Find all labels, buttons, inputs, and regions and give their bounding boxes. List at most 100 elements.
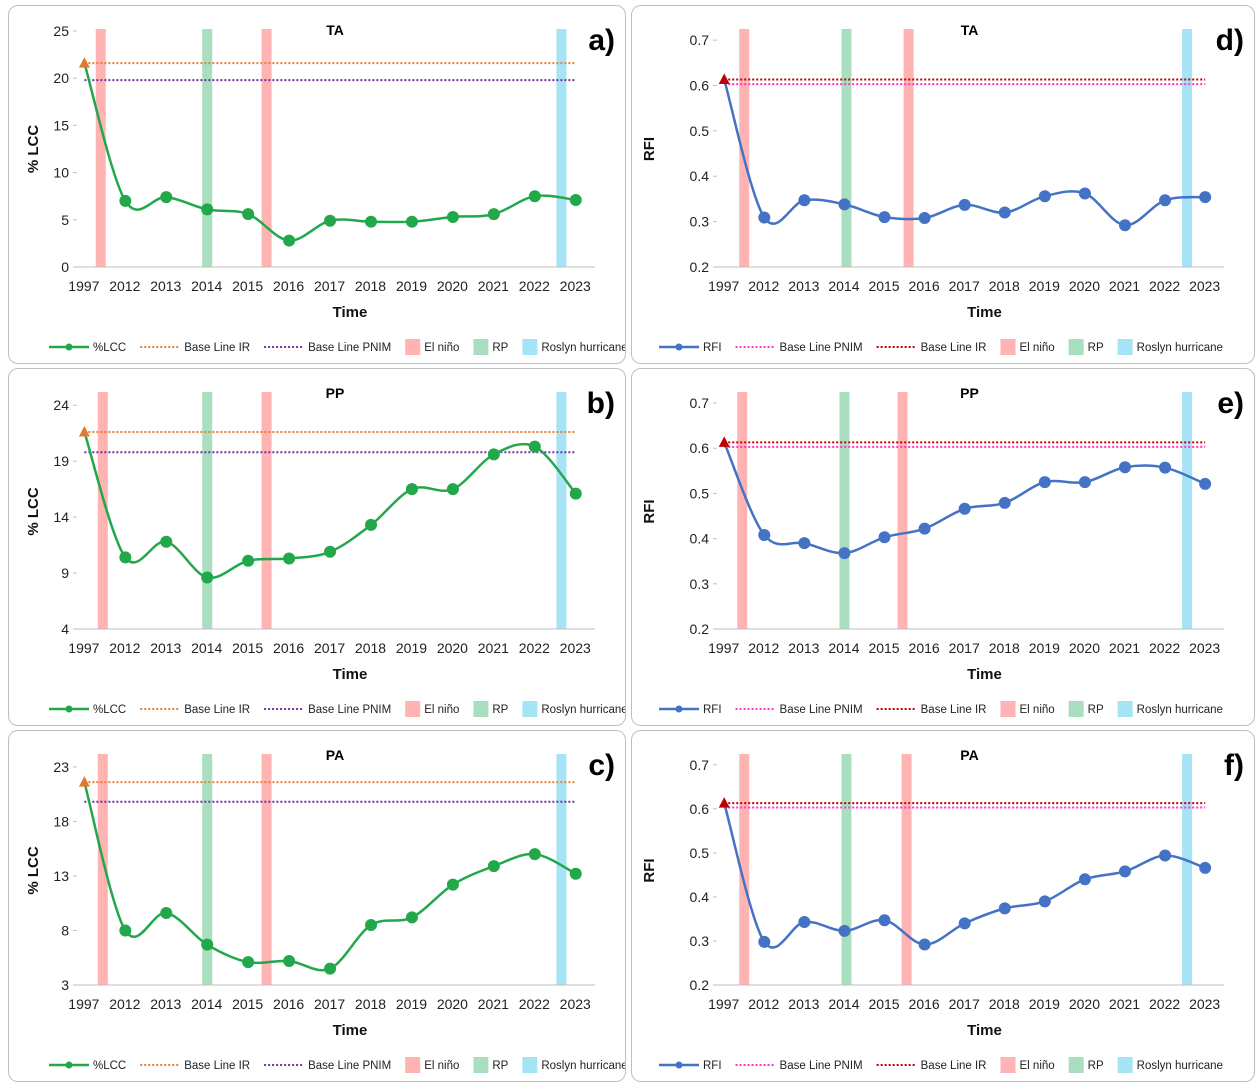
- data-point: [918, 211, 931, 224]
- data-point: [119, 194, 132, 207]
- chart-title: PA: [326, 747, 344, 763]
- x-axis-title: Time: [967, 304, 1002, 321]
- x-tick-label: 2021: [478, 278, 509, 294]
- x-tick-label: 2017: [314, 640, 345, 656]
- data-point: [283, 552, 296, 565]
- data-point: [1199, 861, 1212, 874]
- legend-label-el-nino: El niño: [424, 342, 459, 354]
- legend-label-lcc: %LCC: [93, 704, 126, 716]
- chart-title: PA: [960, 747, 978, 763]
- x-tick-label: 2012: [748, 640, 779, 656]
- x-tick-label: 2013: [788, 996, 819, 1012]
- data-point: [878, 531, 891, 544]
- x-tick-label: 2016: [909, 996, 940, 1012]
- x-tick-label: 2013: [788, 278, 819, 294]
- legend-swatch-rp: [473, 1057, 489, 1073]
- legend-label-el-nino: El niño: [1020, 342, 1055, 354]
- x-tick-label: 2021: [1109, 640, 1140, 656]
- chart-svg-d: 0.2 0.3 0.4 0.5 0.6 0.7 1997 2012 2013 2014 2015 20…: [641, 22, 1244, 355]
- series-line: [83, 781, 577, 972]
- data-point: [878, 211, 891, 224]
- band-el-nino: [903, 29, 914, 267]
- x-tick-label: 2018: [989, 996, 1020, 1012]
- band-rp: [202, 392, 213, 629]
- legend-label-rp: RP: [1088, 704, 1104, 716]
- x-tick-label: 2019: [396, 640, 427, 656]
- chart-svg-b: 4 9 14 19 24 1997 2012 2013 2014 2015 2016 2017 2018…: [25, 385, 625, 717]
- x-axis-title: Time: [967, 666, 1002, 683]
- data-point: [283, 955, 296, 968]
- band-rp: [202, 754, 213, 985]
- panel-label: e): [1217, 387, 1244, 420]
- data-point: [958, 502, 971, 515]
- legend-swatch-el-nino: [1000, 701, 1016, 717]
- series-line: [723, 441, 1206, 555]
- data-point: [365, 215, 378, 228]
- y-tick-label: 0: [61, 259, 69, 275]
- data-point: [1159, 194, 1172, 207]
- data-point: [918, 938, 931, 951]
- x-tick-label: 2019: [396, 996, 427, 1012]
- x-axis-title: Time: [967, 1022, 1002, 1039]
- data-point: [1119, 865, 1132, 878]
- legend-marker-lcc: [65, 1061, 73, 1069]
- x-tick-label: 2023: [560, 278, 591, 294]
- legend-label-baseline-ir: Base Line IR: [921, 704, 987, 716]
- y-tick-label: 0.6: [690, 801, 710, 817]
- x-tick-label: 2015: [868, 996, 899, 1012]
- x-tick-label: 2018: [355, 996, 386, 1012]
- y-tick-label: 0.6: [690, 77, 710, 93]
- legend-marker-rfi: [675, 705, 683, 713]
- data-point: [798, 916, 811, 929]
- chart-title: TA: [326, 22, 344, 38]
- chart-svg-c: 3 8 13 18 23 1997 2012 2013 2014 2015 2016 2017 2018…: [25, 747, 625, 1073]
- legend-label-baseline-pnim: Base Line PNIM: [308, 704, 391, 716]
- baseline-point-marker: [718, 73, 730, 85]
- legend-label-roslyn: Roslyn hurricane: [541, 1060, 625, 1072]
- legend-swatch-roslyn: [1117, 701, 1133, 717]
- baseline-point-marker: [718, 797, 730, 808]
- legend-label-rp: RP: [492, 1060, 508, 1072]
- data-point: [1078, 476, 1091, 489]
- x-tick-label: 2012: [109, 996, 140, 1012]
- y-tick-label: 20: [53, 70, 69, 86]
- x-tick-label: 2021: [478, 640, 509, 656]
- y-tick-label: 0.5: [690, 485, 710, 501]
- legend-label-el-nino: El niño: [1020, 704, 1055, 716]
- baseline-point-marker: [78, 776, 90, 787]
- data-point: [918, 522, 931, 535]
- data-point: [1119, 461, 1132, 474]
- data-point: [201, 203, 214, 216]
- data-point: [569, 867, 582, 880]
- x-tick-label: 2015: [232, 996, 263, 1012]
- legend-swatch-roslyn: [522, 1057, 538, 1073]
- x-tick-label: 2020: [437, 640, 468, 656]
- band-rp: [839, 392, 850, 629]
- x-tick-label: 1997: [68, 996, 99, 1012]
- y-axis-title: % LCC: [25, 125, 42, 174]
- x-tick-label: 2016: [909, 278, 940, 294]
- x-tick-label: 2018: [989, 640, 1020, 656]
- data-point: [446, 210, 459, 223]
- baseline-point-marker: [78, 426, 90, 437]
- y-tick-label: 15: [53, 117, 69, 133]
- data-point: [446, 483, 459, 496]
- x-tick-label: 2016: [273, 640, 304, 656]
- legend-marker-lcc: [65, 343, 73, 351]
- x-tick-label: 1997: [708, 640, 739, 656]
- legend-swatch-el-nino: [405, 1057, 421, 1073]
- data-point: [201, 571, 214, 584]
- x-tick-label: 2017: [949, 278, 980, 294]
- data-point: [1199, 477, 1212, 490]
- y-tick-label: 14: [53, 509, 69, 525]
- chart-panel-f: 0.2 0.3 0.4 0.5 0.6 0.7 1997 2012 2013 2014 2015 20…: [631, 730, 1255, 1082]
- x-axis-title: Time: [333, 666, 368, 683]
- data-point: [838, 198, 851, 211]
- legend-label-el-nino: El niño: [1020, 1060, 1055, 1072]
- x-tick-label: 2022: [519, 996, 550, 1012]
- legend-label-rfi: RFI: [703, 704, 722, 716]
- panel-label: d): [1216, 24, 1244, 57]
- x-tick-label: 2017: [949, 640, 980, 656]
- data-point: [242, 208, 255, 221]
- x-tick-label: 2021: [1109, 278, 1140, 294]
